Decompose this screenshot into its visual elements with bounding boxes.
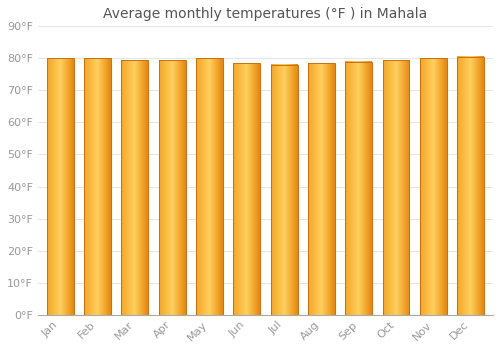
Bar (382, 60, 409, 315)
Bar (196, 58, 223, 315)
Bar (158, 60, 186, 315)
Bar (346, 62, 372, 315)
Bar (270, 65, 297, 315)
Title: Average monthly temperatures (°F ) in Mahala: Average monthly temperatures (°F ) in Ma… (104, 7, 428, 21)
Bar (47, 58, 74, 315)
Bar (308, 63, 335, 315)
Bar (122, 60, 148, 315)
Bar (457, 57, 484, 315)
Bar (420, 58, 447, 315)
Bar (84, 58, 111, 315)
Bar (234, 63, 260, 315)
